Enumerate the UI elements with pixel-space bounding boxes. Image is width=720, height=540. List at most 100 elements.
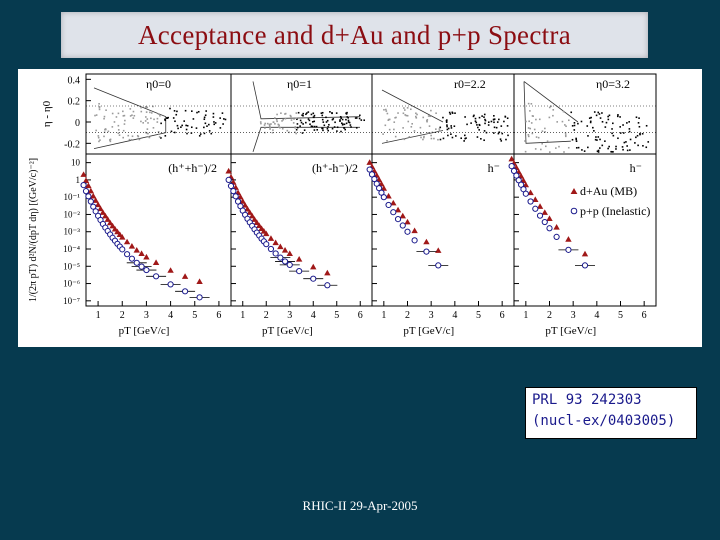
acceptance-point: [312, 112, 315, 115]
pp-point: [87, 198, 94, 205]
acceptance-point: [140, 120, 142, 123]
acceptance-point: [416, 113, 418, 116]
acceptance-point: [430, 137, 433, 140]
acceptance-envelope: [523, 81, 579, 144]
acceptance-point: [597, 151, 600, 153]
acceptance-point: [544, 131, 546, 133]
acceptance-point: [621, 146, 624, 148]
acceptance-point: [577, 122, 579, 125]
dau-point: [143, 253, 150, 260]
acceptance-point: [595, 114, 598, 117]
dau-point: [272, 239, 279, 246]
acceptance-point: [626, 149, 629, 152]
spectra-x-tick-label: 6: [358, 310, 363, 321]
acceptance-point: [286, 129, 289, 132]
pp-point: [581, 262, 589, 269]
acceptance-point: [406, 107, 409, 109]
acceptance-point: [276, 120, 278, 123]
pp-point: [286, 261, 293, 268]
acceptance-point: [463, 140, 465, 142]
acceptance-point: [590, 116, 592, 119]
pp-point: [411, 237, 418, 244]
acceptance-point: [394, 116, 396, 119]
acceptance-point: [264, 122, 267, 125]
acceptance-point: [208, 123, 210, 126]
acceptance-point: [332, 118, 335, 120]
acceptance-point: [322, 121, 325, 123]
acceptance-point: [331, 118, 334, 121]
acceptance-point: [305, 121, 307, 124]
acceptance-point: [336, 126, 339, 129]
acceptance-point: [419, 132, 422, 134]
acceptance-point: [103, 117, 105, 120]
acceptance-point: [446, 125, 448, 128]
spectra-y-tick-label: 10: [71, 158, 81, 168]
acceptance-point: [575, 138, 578, 141]
acceptance-point: [497, 132, 500, 135]
acceptance-point: [637, 144, 639, 147]
acceptance-point: [278, 126, 280, 128]
acceptance-point: [548, 106, 551, 109]
acceptance-point: [435, 128, 437, 130]
acceptance-point: [423, 135, 425, 138]
acceptance-point: [623, 141, 626, 144]
acceptance-point: [475, 121, 478, 124]
acceptance-point: [295, 112, 298, 114]
acceptance-point: [638, 117, 640, 119]
acceptance-point: [302, 112, 305, 115]
acceptance-point: [173, 110, 176, 112]
acceptance-point: [309, 123, 311, 126]
acceptance-point: [346, 111, 348, 114]
pp-point: [508, 162, 515, 170]
acceptance-point: [266, 122, 269, 125]
acceptance-point: [307, 118, 310, 120]
acceptance-point: [490, 120, 493, 123]
dau-point: [310, 263, 317, 270]
acceptance-point: [597, 111, 600, 114]
acceptance-point: [301, 114, 303, 117]
acceptance-point: [561, 120, 564, 123]
pp-point: [138, 263, 145, 270]
acceptance-point: [474, 117, 477, 120]
acceptance-point: [331, 127, 334, 130]
acceptance-point: [195, 127, 198, 129]
acceptance-point: [450, 125, 453, 127]
slide-title: Acceptance and d+Au and p+p Spectra: [137, 19, 572, 50]
spectra-x-tick-label: 3: [287, 310, 292, 321]
acceptance-point: [192, 118, 195, 120]
spectra-y-tick-label: 1: [76, 175, 81, 185]
acceptance-point: [384, 124, 387, 127]
acceptance-point: [98, 140, 100, 143]
pp-point: [522, 190, 529, 197]
acceptance-point: [478, 124, 481, 127]
acceptance-point: [450, 127, 453, 129]
acceptance-point: [397, 112, 399, 114]
acceptance-point: [310, 125, 313, 127]
acceptance-point: [274, 123, 276, 125]
acceptance-point: [269, 128, 271, 130]
pp-point: [85, 193, 92, 200]
dau-point: [119, 234, 126, 240]
spectra-series-group: [225, 167, 338, 289]
acceptance-point: [355, 127, 358, 129]
dau-point: [435, 247, 442, 253]
dau-point: [181, 273, 189, 279]
acceptance-point: [165, 117, 168, 119]
dau-point: [225, 167, 232, 174]
acceptance-point: [477, 126, 479, 129]
dau-point: [565, 236, 572, 242]
acceptance-point: [181, 124, 183, 127]
acceptance-point: [109, 140, 112, 143]
acceptance-point: [307, 111, 310, 113]
dau-point: [248, 212, 256, 219]
acceptance-point: [410, 125, 413, 128]
acceptance-point: [146, 106, 149, 109]
acceptance-point: [483, 113, 486, 116]
dau-point: [109, 222, 116, 229]
acceptance-point: [647, 141, 650, 143]
acceptance-point: [571, 125, 574, 127]
spectra-x-axis-label: pT [GeV/c]: [262, 325, 313, 337]
pp-point: [532, 205, 539, 212]
acceptance-point: [103, 135, 105, 138]
acceptance-point: [386, 139, 388, 142]
